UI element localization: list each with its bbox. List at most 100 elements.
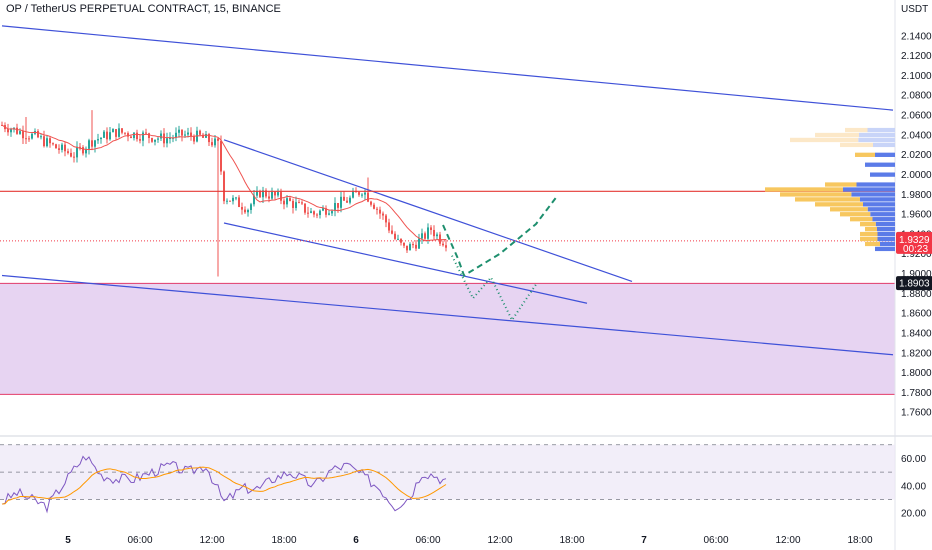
volume-profile-bar [870, 212, 895, 217]
volume-profile-bar [856, 182, 895, 187]
candle [103, 131, 105, 138]
time-tick-label: 12:00 [487, 535, 512, 546]
last-price-badge [896, 231, 932, 254]
candle [157, 138, 159, 140]
candle [235, 197, 237, 199]
price-axis-unit: USDT [901, 4, 928, 15]
candle [433, 229, 435, 237]
candle [289, 198, 291, 201]
price-tick-label: 2.1200 [901, 51, 932, 62]
candle [64, 144, 66, 152]
volume-profile-bar [825, 182, 857, 187]
volume-profile-bar [860, 236, 878, 242]
moving-average-line [1, 124, 447, 242]
volume-profile-bar [845, 127, 868, 133]
volume-profile-bar [795, 197, 860, 202]
candle [82, 147, 84, 154]
candle [238, 197, 240, 207]
candle [277, 192, 279, 196]
candle [259, 190, 261, 198]
candle [226, 200, 228, 202]
candle [52, 143, 54, 145]
price-tick-label: 1.9600 [901, 210, 932, 221]
candle [190, 132, 192, 137]
candle [391, 230, 393, 234]
volume-profile-bar [875, 246, 895, 252]
volume-profile-bar [858, 137, 895, 143]
price-tick-label: 2.0200 [901, 150, 932, 161]
candle [271, 191, 273, 199]
candle [445, 245, 447, 248]
candle [109, 132, 111, 140]
volume-profile-bar [860, 231, 878, 237]
candle [361, 194, 363, 196]
volume-profile-bar [863, 202, 895, 207]
candle [418, 238, 420, 249]
candle [346, 200, 348, 203]
last-price-label: 1.9329 [899, 235, 930, 246]
candle [193, 136, 195, 142]
channel-upper-trendline [1, 25, 894, 111]
volume-profile-bar [870, 172, 895, 177]
candle [127, 133, 129, 137]
candle [286, 198, 288, 205]
candle [202, 134, 204, 138]
candle [205, 134, 207, 138]
candle [412, 244, 414, 246]
candle [388, 222, 390, 231]
candle [442, 243, 444, 246]
candle [298, 202, 300, 204]
projection-path-dashed [442, 195, 558, 277]
candle [313, 211, 315, 215]
volume-profile-bar [815, 132, 859, 138]
volume-profile-bar [859, 132, 895, 138]
price-tick-label: 2.0600 [901, 111, 932, 122]
price-tick-label: 1.7600 [901, 408, 932, 419]
price-tick-label: 1.9000 [901, 269, 932, 280]
time-tick-label: 12:00 [199, 535, 224, 546]
price-tick-label: 1.8600 [901, 309, 932, 320]
volume-profile-bar [780, 192, 852, 197]
candle [61, 144, 63, 150]
rsi-moving-average [1, 466, 447, 505]
price-tick-label: 1.8800 [901, 289, 932, 300]
candle [91, 140, 93, 147]
volume-profile-bar [865, 162, 895, 167]
candle [337, 202, 339, 208]
candle [325, 208, 327, 215]
candle [223, 171, 225, 202]
volume-profile-bar [880, 241, 895, 247]
candle [367, 192, 369, 202]
candle [181, 129, 183, 136]
candle [154, 139, 156, 142]
volume-profile-bar [872, 217, 895, 222]
volume-profile-bar [840, 212, 871, 217]
candle [49, 138, 51, 144]
candle [28, 138, 30, 140]
candle [331, 211, 333, 214]
candle [307, 212, 309, 214]
volume-profile-bar [877, 236, 895, 242]
candle [376, 208, 378, 210]
rsi-tick-label: 20.00 [901, 509, 926, 520]
candle [46, 138, 48, 147]
candle [343, 196, 345, 201]
candle [340, 196, 342, 208]
price-tick-label: 1.8400 [901, 328, 932, 339]
volume-profile-bar [865, 226, 877, 232]
candle [229, 200, 231, 202]
candle [151, 138, 153, 142]
candle [97, 139, 99, 141]
volume-profile-bar [850, 217, 873, 222]
candle [43, 136, 45, 147]
candle [37, 131, 39, 138]
candle [385, 215, 387, 223]
candle [319, 210, 321, 216]
time-tick-label: 5 [65, 535, 71, 546]
wedge-lower-trendline [223, 222, 588, 304]
volume-profile-bar [877, 231, 895, 237]
volume-profile-bar [765, 187, 843, 192]
time-tick-label: 6 [353, 535, 359, 546]
candle [115, 129, 117, 137]
